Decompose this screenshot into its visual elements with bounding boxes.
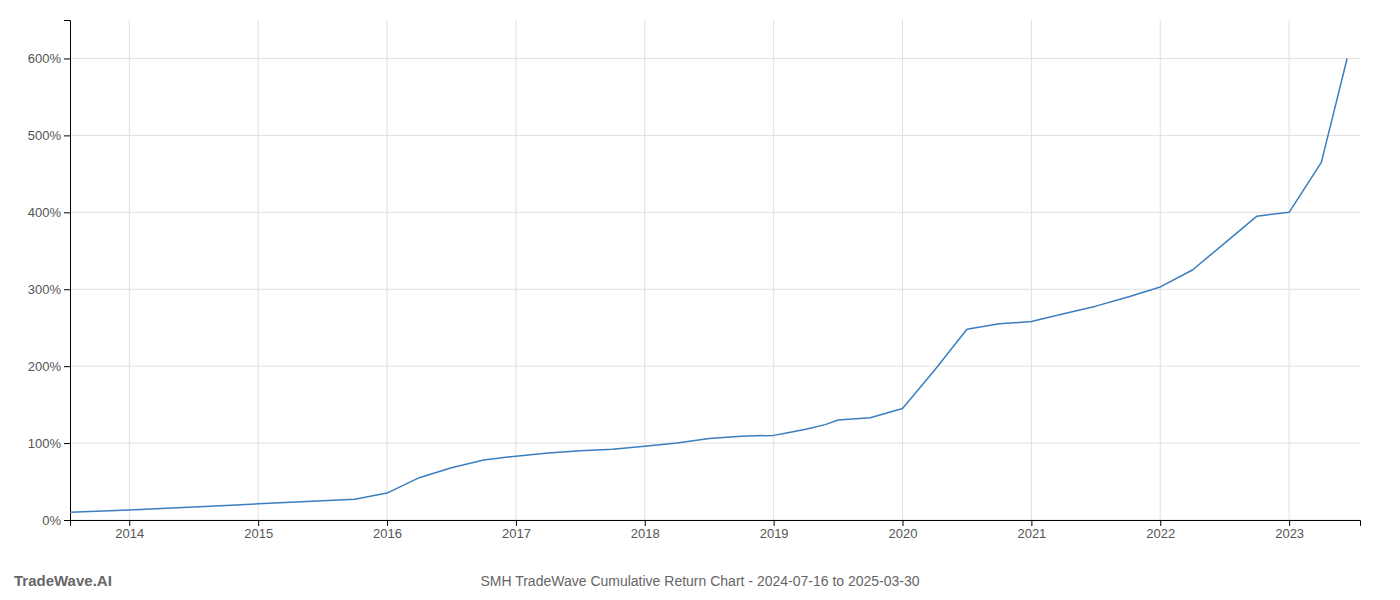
x-tick-mark — [903, 520, 904, 526]
x-grid-line — [1031, 20, 1032, 520]
x-tick: 2014 — [115, 520, 144, 541]
x-grid-line — [129, 20, 130, 520]
x-tick-label: 2014 — [115, 526, 144, 541]
x-grid-line — [1160, 20, 1161, 520]
x-tick-label: 2022 — [1146, 526, 1175, 541]
y-grid-line — [70, 135, 1360, 136]
x-tick-mark — [516, 520, 517, 526]
y-tick-label: 200% — [28, 359, 62, 374]
y-tick: 600% — [28, 51, 70, 66]
x-tick-mark — [1160, 520, 1161, 526]
y-tick-mark — [64, 366, 70, 367]
x-tick-label: 2016 — [373, 526, 402, 541]
marks — [70, 58, 1347, 512]
x-tick-label: 2021 — [1017, 526, 1046, 541]
x-axis: 2014 2015 2016 2017 2018 2019 2020 2021 2022 2023 — [71, 520, 1361, 541]
x-grid-line — [387, 20, 388, 520]
x-grid-line — [1289, 20, 1290, 520]
x-tick-mark — [258, 520, 259, 526]
x-grid-line — [644, 20, 645, 520]
x-tick: 2016 — [373, 520, 402, 541]
y-tick-label: 600% — [28, 51, 62, 66]
y-tick: 100% — [28, 436, 70, 451]
x-tick-label: 2018 — [631, 526, 660, 541]
plot: 2014 2015 2016 2017 2018 2019 2020 2021 2022 2023… — [28, 20, 1361, 541]
x-tick: 2017 — [502, 520, 531, 541]
y-grid-line — [70, 58, 1360, 59]
y-tick: 0% — [42, 513, 70, 528]
x-tick-mark — [774, 520, 775, 526]
watermark: TradeWave.AI — [14, 572, 112, 589]
y-grid-line — [70, 443, 1360, 444]
y-tick-label: 100% — [28, 436, 62, 451]
x-tick-mark — [1031, 520, 1032, 526]
x-tick: 2019 — [760, 520, 789, 541]
y-tick-mark — [64, 135, 70, 136]
x-tick-mark — [645, 520, 646, 526]
y-tick: 200% — [28, 359, 70, 374]
y-tick-mark — [64, 58, 70, 59]
y-tick-label: 0% — [42, 513, 61, 528]
y-tick-label: 300% — [28, 282, 62, 297]
x-tick-label: 2023 — [1275, 526, 1304, 541]
x-tick: 2022 — [1146, 520, 1175, 541]
x-grid-line — [773, 20, 774, 520]
x-tick-mark — [129, 520, 130, 526]
x-tick-label: 2019 — [760, 526, 789, 541]
x-tick: 2023 — [1275, 520, 1304, 541]
x-tick: 2018 — [631, 520, 660, 541]
y-tick: 500% — [28, 128, 70, 143]
y-tick-mark — [64, 520, 70, 521]
x-tick-mark — [1289, 520, 1290, 526]
y-tick-mark — [64, 289, 70, 290]
grid — [70, 20, 1360, 520]
x-tick: 2020 — [889, 520, 918, 541]
x-tick-label: 2017 — [502, 526, 531, 541]
x-tick-label: 2015 — [244, 526, 273, 541]
y-grid-line — [70, 366, 1360, 367]
x-axis-line — [71, 521, 1361, 527]
y-tick-mark — [64, 443, 70, 444]
y-axis: 0% 100% 200% 300% 400% 500% 600% — [28, 21, 71, 528]
y-grid-line — [70, 289, 1360, 290]
x-grid-line — [515, 20, 516, 520]
y-tick-label: 500% — [28, 128, 62, 143]
x-tick-label: 2020 — [889, 526, 918, 541]
title: SMH TradeWave Cumulative Return Chart - … — [480, 573, 919, 589]
y-grid-line — [70, 212, 1360, 213]
y-tick: 300% — [28, 282, 70, 297]
data-line — [70, 58, 1347, 512]
y-tick-label: 400% — [28, 205, 62, 220]
x-tick-mark — [387, 520, 388, 526]
y-axis-line — [64, 21, 71, 521]
x-grid-line — [902, 20, 903, 520]
y-tick: 400% — [28, 205, 70, 220]
x-grid-line — [258, 20, 259, 520]
y-tick-mark — [64, 212, 70, 213]
x-tick: 2015 — [244, 520, 273, 541]
x-tick: 2021 — [1017, 520, 1046, 541]
chart: 2014 2015 2016 2017 2018 2019 2020 2021 2022 2023… — [0, 0, 1400, 600]
